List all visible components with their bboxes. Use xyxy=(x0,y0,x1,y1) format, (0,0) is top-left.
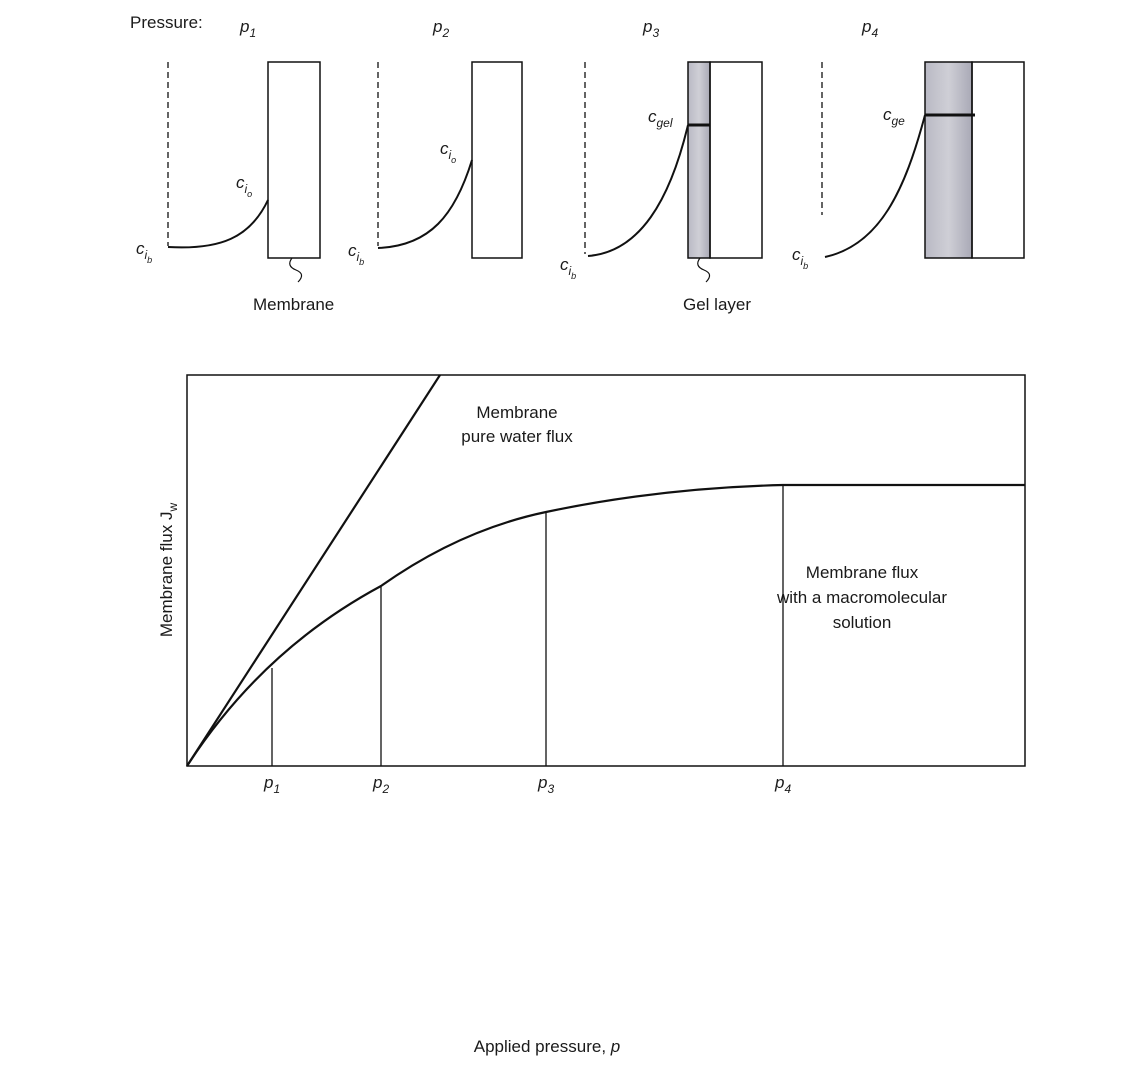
solution-flux-curve xyxy=(187,485,1025,766)
membrane xyxy=(472,62,522,258)
curve-label: with a macromolecular xyxy=(776,588,947,607)
x-tick-label: p3 xyxy=(537,773,554,796)
symbol: p xyxy=(239,17,249,36)
x-tick-label: p1 xyxy=(263,773,280,796)
pressure: p3 xyxy=(642,17,659,40)
curve-label: Membrane flux xyxy=(806,563,919,582)
panel xyxy=(585,62,762,282)
symbol: p xyxy=(372,773,382,792)
subscript: b xyxy=(571,271,576,281)
leader xyxy=(290,258,302,282)
pure-water-flux-line xyxy=(187,375,440,766)
caption: Membrane xyxy=(253,295,334,314)
gel-layer xyxy=(925,62,972,258)
gel-layer xyxy=(688,62,710,258)
diagram: Pressure: p1 cib cio Membrane p2 cib cio… xyxy=(0,0,1143,1089)
symbol: p xyxy=(610,1037,620,1056)
subscript: 4 xyxy=(784,782,791,796)
symbol: p xyxy=(432,17,442,36)
panel xyxy=(822,62,1024,258)
leader xyxy=(698,258,710,282)
curve-label: pure water flux xyxy=(461,427,573,446)
c-bulk: cib xyxy=(560,255,576,281)
concentration-profile xyxy=(825,115,925,257)
c-bulk: cib xyxy=(792,245,808,271)
pressure: p2 xyxy=(432,17,449,40)
symbol: p xyxy=(774,773,784,792)
subscript: o xyxy=(247,189,252,199)
concentration-profile xyxy=(588,125,688,256)
label: Applied pressure, xyxy=(474,1037,611,1056)
x-tick-label: p4 xyxy=(774,773,791,796)
caption: Gel layer xyxy=(683,295,751,314)
symbol: p xyxy=(537,773,547,792)
membrane xyxy=(268,62,320,258)
pressure-label: Pressure: xyxy=(130,13,203,32)
subscript: 2 xyxy=(381,782,389,796)
subscript: b xyxy=(147,255,152,265)
subscript: 3 xyxy=(652,26,659,40)
c-bulk: cib xyxy=(348,241,364,267)
concentration-profile xyxy=(168,200,268,247)
membrane xyxy=(710,62,762,258)
concentration-profile xyxy=(378,160,472,248)
curve-label: solution xyxy=(833,613,892,632)
subscript: w xyxy=(166,503,180,513)
subscript: 1 xyxy=(273,782,280,796)
subscript: 3 xyxy=(547,782,554,796)
panel xyxy=(168,62,320,282)
x-tick-label: p2 xyxy=(372,773,389,796)
symbol: p xyxy=(263,773,273,792)
pressure: p4 xyxy=(861,17,878,40)
symbol: p xyxy=(642,17,652,36)
c-wall: cio xyxy=(440,139,456,165)
c-bulk: cib xyxy=(136,239,152,265)
x-axis-label: Applied pressure, p xyxy=(474,1037,621,1056)
curve-label: Membrane xyxy=(476,403,557,422)
subscript: b xyxy=(803,261,808,271)
y-axis-label: Membrane flux Jw xyxy=(157,503,180,638)
symbol: p xyxy=(861,17,871,36)
subscript: ge xyxy=(892,114,906,128)
c-wall: cgel xyxy=(648,107,673,130)
subscript: b xyxy=(359,257,364,267)
subscript: 1 xyxy=(249,26,256,40)
membrane xyxy=(972,62,1024,258)
subscript: 2 xyxy=(441,26,449,40)
subscript: gel xyxy=(657,116,673,130)
c-wall: cge xyxy=(883,105,905,128)
subscript: 4 xyxy=(871,26,878,40)
subscript: o xyxy=(451,155,456,165)
pressure: p1 xyxy=(239,17,256,40)
label: Membrane flux J xyxy=(157,512,176,638)
c-wall: cio xyxy=(236,173,252,199)
